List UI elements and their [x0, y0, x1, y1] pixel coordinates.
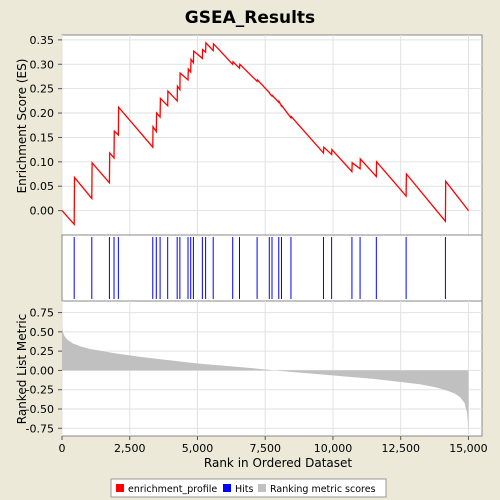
hits-panel	[61, 234, 483, 302]
es-y-tick-label: 0.10	[30, 156, 55, 169]
es-y-tick-label: 0.30	[30, 58, 55, 71]
x-tick-label: 10,000	[314, 442, 353, 455]
es-y-tick-label: 0.15	[30, 131, 55, 144]
legend-swatch-enrichment-profile	[116, 484, 124, 492]
es-y-tick-label: 0.05	[30, 180, 55, 193]
metric-x-axis-ticks: 0 2,500 5,000 7,500 10,000 12,500 15,000	[59, 436, 488, 455]
es-y-axis-label: Enrichment Score (ES)	[15, 59, 29, 194]
metric-y-axis-ticks: -0.75 -0.50 -0.25 0.00 0.25 0.50 0.75	[26, 307, 62, 435]
metric-y-tick-label: -0.50	[26, 403, 54, 416]
x-tick-label: 7,500	[249, 442, 281, 455]
x-tick-label: 12,500	[381, 442, 420, 455]
enrichment-profile-line	[61, 41, 470, 226]
es-grid	[61, 35, 482, 235]
es-y-tick-label: 0.20	[30, 107, 55, 120]
legend-label-enrichment-profile: enrichment_profile	[128, 484, 217, 495]
es-y-tick-label: 0.35	[30, 34, 55, 47]
metric-panel: -0.75 -0.50 -0.25 0.00 0.25 0.50 0.75 0 2,500 5,…	[15, 300, 488, 470]
x-axis-label: Rank in Ordered Dataset	[204, 456, 352, 470]
es-plot-area	[61, 34, 483, 236]
x-tick-label: 15,000	[449, 442, 488, 455]
legend-label-ranking-metric: Ranking metric scores	[270, 484, 376, 495]
hits-markers	[73, 237, 446, 299]
x-tick-label: 5,000	[182, 442, 214, 455]
ranking-metric-area	[62, 325, 469, 431]
legend-box	[110, 478, 387, 498]
metric-y-tick-label: 0.25	[30, 345, 55, 358]
chart-title: GSEA_Results	[185, 8, 315, 28]
legend-label-hits: Hits	[235, 484, 254, 495]
legend-swatch-ranking-metric	[258, 484, 266, 492]
metric-y-tick-label: 0.00	[30, 364, 55, 377]
metric-y-tick-label: 0.50	[30, 326, 55, 339]
es-panel: 0.00 0.05 0.10 0.15 0.20 0.25 0.30 0.35 Enrichm…	[15, 34, 483, 236]
es-y-axis-ticks: 0.00 0.05 0.10 0.15 0.20 0.25 0.30 0.35	[30, 34, 62, 218]
x-tick-label: 2,500	[114, 442, 146, 455]
metric-grid	[61, 301, 482, 436]
metric-y-tick-label: 0.75	[30, 307, 55, 320]
legend-swatch-hits	[223, 484, 231, 492]
metric-y-tick-label: -0.25	[26, 384, 54, 397]
legend: enrichment_profile Hits Ranking metric s…	[110, 478, 387, 498]
metric-y-axis-label: Ranked List Metric	[15, 314, 29, 424]
es-y-tick-label: 0.00	[30, 205, 55, 218]
metric-y-tick-label: -0.75	[26, 422, 54, 435]
es-y-tick-label: 0.25	[30, 83, 55, 96]
x-tick-label: 0	[59, 442, 66, 455]
